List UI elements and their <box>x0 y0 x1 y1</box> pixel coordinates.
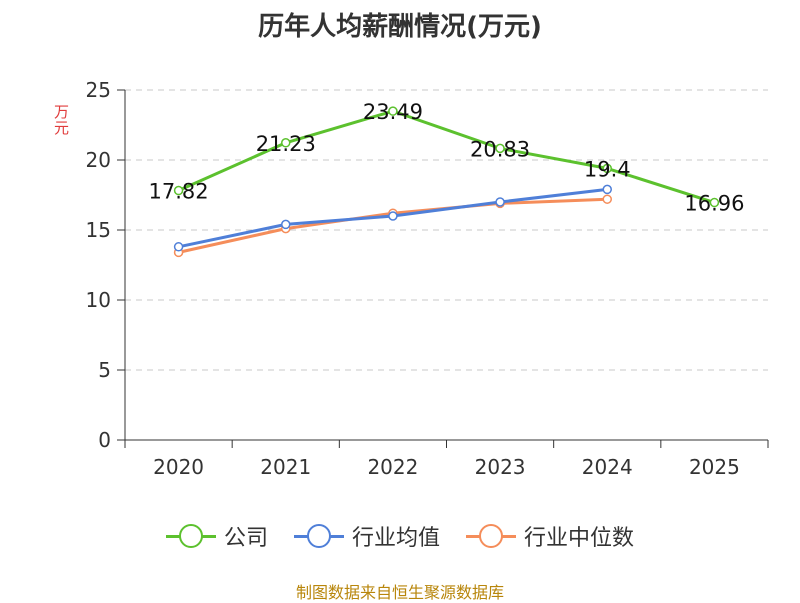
legend: 公司 行业均值 行业中位数 <box>0 520 800 552</box>
data-point-0 <box>495 143 505 154</box>
data-label: 16.96 <box>684 192 744 216</box>
data-source-note: 制图数据来自恒生聚源数据库 <box>295 583 504 602</box>
data-label: 19.4 <box>584 157 631 181</box>
data-point-1 <box>173 242 184 252</box>
data-point-1 <box>388 211 398 221</box>
x-tick-label: 2021 <box>260 455 311 479</box>
data-point-1 <box>602 184 612 195</box>
legend-item-industry-mean[interactable]: 行业均值 <box>293 520 440 552</box>
data-point-0 <box>602 163 612 174</box>
series-line-0 <box>177 109 715 204</box>
data-point-0 <box>173 185 184 196</box>
series-line-2 <box>178 197 608 254</box>
data-label: 17.82 <box>149 180 209 204</box>
data-point-1 <box>281 219 291 230</box>
data-label: 23.49 <box>363 100 423 124</box>
legend-marker-industry-mean <box>293 523 344 549</box>
y-tick-label: 20 <box>86 148 111 172</box>
x-tick-label: 2020 <box>153 455 204 479</box>
legend-marker-industry-median <box>466 523 516 549</box>
y-tick-label: 10 <box>86 288 111 312</box>
x-tick-label: 2022 <box>367 455 418 479</box>
data-point-0 <box>709 197 720 208</box>
x-tick-label: 2024 <box>582 455 633 479</box>
x-tick-label: 2025 <box>689 455 740 479</box>
y-tick-label: 0 <box>98 428 111 452</box>
y-tick-label: 5 <box>98 358 111 382</box>
data-point-2 <box>602 194 612 204</box>
x-tick-label: 2023 <box>475 455 526 479</box>
chart-title: 历年人均薪酬情况(万元) <box>258 12 542 42</box>
data-point-0 <box>388 106 398 116</box>
legend-label-company: 公司 <box>223 526 268 551</box>
data-point-1 <box>495 197 505 207</box>
legend-dot-industry-mean <box>306 524 331 548</box>
legend-label-industry-median: 行业中位数 <box>524 526 635 551</box>
data-label: 20.83 <box>470 137 530 161</box>
legend-dot-industry-median <box>479 524 503 548</box>
y-tick-label: 25 <box>86 78 111 102</box>
data-label: 21.23 <box>256 132 316 156</box>
legend-item-industry-median[interactable]: 行业中位数 <box>466 520 634 552</box>
data-point-0 <box>281 138 291 148</box>
y-axis-label: 万元 <box>52 104 70 136</box>
legend-item-company[interactable]: 公司 <box>165 520 268 552</box>
y-tick-label: 15 <box>86 218 111 242</box>
legend-marker-company <box>165 523 216 549</box>
legend-label-industry-mean: 行业均值 <box>351 526 440 551</box>
legend-dot-company <box>178 524 203 548</box>
